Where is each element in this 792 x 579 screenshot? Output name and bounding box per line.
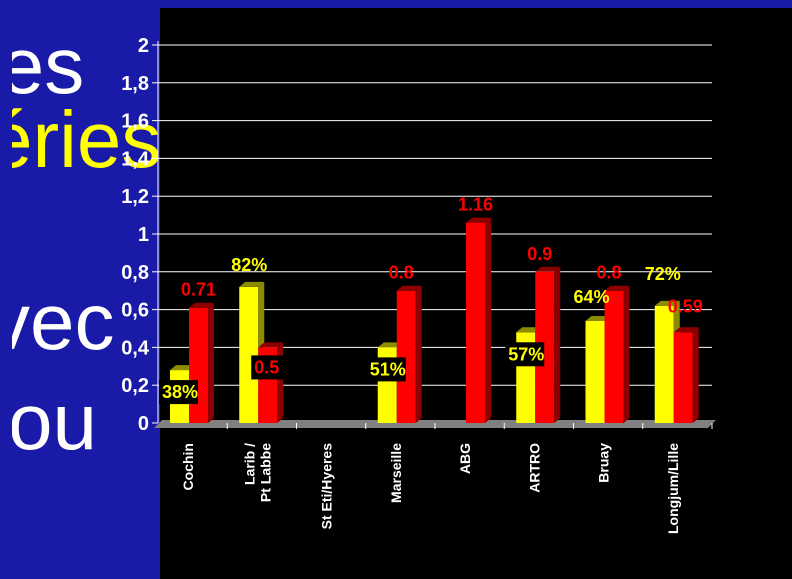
- bar-side: [554, 266, 561, 423]
- y-tick-label: 1,2: [121, 186, 149, 208]
- y-tick-label: 2: [138, 35, 149, 57]
- bar-side: [623, 285, 630, 423]
- bar: [604, 290, 624, 423]
- bar-top: [585, 315, 611, 321]
- bar-top: [258, 342, 284, 348]
- x-tick-label: Cochin: [180, 443, 196, 490]
- background-text-les: les: [0, 21, 85, 110]
- data-label: 72%: [645, 264, 681, 284]
- data-label-box: [366, 357, 406, 382]
- bar-top: [654, 300, 680, 306]
- y-axis: 0 0,2 0,4 0,6 0,8 1 1,2 1,4 1,6 1,8 2: [121, 35, 159, 435]
- y-tick-label: 1,4: [121, 148, 150, 170]
- bar-side: [277, 342, 284, 423]
- data-label: 0.5: [254, 357, 279, 377]
- data-label: 0.59: [668, 296, 703, 316]
- data-label: 82%: [231, 255, 267, 275]
- bar: [466, 222, 485, 423]
- bar-top: [170, 365, 195, 371]
- bar: [535, 271, 555, 423]
- data-label: 38%: [162, 382, 198, 402]
- bar-side: [485, 217, 491, 423]
- data-label-box: [159, 380, 198, 405]
- slide-edge: [0, 0, 12, 579]
- bar: [239, 286, 259, 423]
- y-tick-label: 1,6: [121, 111, 149, 133]
- data-label: 0.71: [181, 280, 216, 300]
- background-text-ou: ou: [8, 377, 97, 466]
- data-label: 57%: [508, 344, 544, 364]
- bar-top: [239, 281, 265, 287]
- bar-top: [189, 302, 214, 308]
- data-label: 0.8: [597, 263, 622, 283]
- x-tick-label: Larib /Pt Labbe: [241, 443, 273, 502]
- y-tick-label: 0,8: [121, 262, 149, 284]
- x-axis: Cochin Larib /Pt Labbe St Eti/Hyeres Marsei…: [180, 423, 713, 534]
- bars: [170, 217, 699, 423]
- bar-side: [208, 302, 214, 423]
- data-label: 51%: [370, 359, 406, 379]
- bar-top: [377, 342, 403, 348]
- x-tick-label: Marseille: [388, 443, 404, 503]
- x-tick-label: ARTRO: [526, 443, 542, 493]
- y-tick-label: 0,6: [121, 300, 149, 322]
- y-tick-label: 0,4: [121, 337, 150, 359]
- x-tick-label: Longjum/Lille: [665, 443, 681, 534]
- y-tick-label: 1,8: [121, 73, 149, 95]
- bar-top: [673, 327, 699, 333]
- bar-top: [396, 285, 422, 291]
- bar: [396, 290, 416, 423]
- data-label: 1.16: [458, 195, 493, 215]
- x-tick-label: ABG: [457, 443, 473, 474]
- bar: [654, 305, 674, 423]
- x-tick-label: St Eti/Hyeres: [319, 443, 335, 530]
- background-text-eries: éries: [0, 95, 162, 184]
- bar-top: [604, 285, 630, 291]
- data-label: 0.9: [527, 244, 552, 264]
- background-text-vec: vec: [0, 277, 115, 366]
- y-tick-label: 0,2: [121, 375, 149, 397]
- data-labels: 38% 0.71 82% 0.5 51% 0.8 1.16 57% 0.9 64% 0.8 72% 0.…: [159, 195, 703, 405]
- data-label: 0.8: [389, 263, 414, 283]
- data-label: 64%: [574, 287, 610, 307]
- bar-side: [415, 285, 422, 423]
- bar: [585, 320, 605, 423]
- bar-top: [516, 327, 542, 333]
- y-tick-label: 0: [138, 413, 149, 435]
- y-tick-label: 1: [138, 224, 149, 246]
- bar: [673, 332, 693, 423]
- bar-top: [466, 217, 491, 223]
- bar-side: [692, 327, 699, 423]
- bar-top: [535, 266, 561, 272]
- bar: [189, 307, 208, 423]
- data-label-box: [505, 342, 545, 367]
- gridlines: [158, 44, 712, 386]
- x-tick-label: Bruay: [596, 443, 612, 483]
- data-label-box: [251, 355, 291, 380]
